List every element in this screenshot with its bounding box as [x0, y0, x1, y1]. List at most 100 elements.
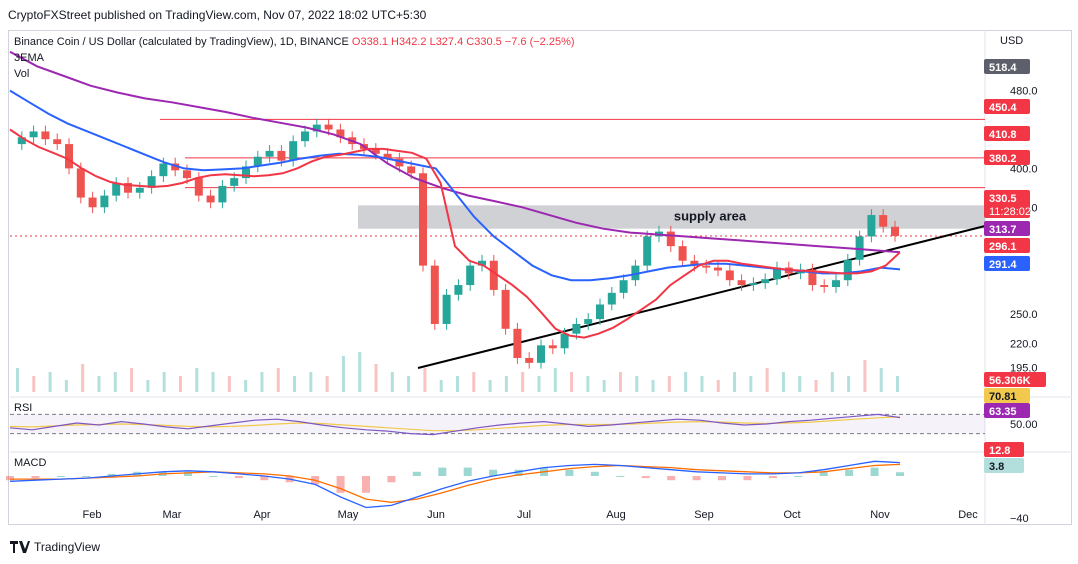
macd-histogram-bar — [362, 476, 370, 493]
candle-body — [76, 168, 85, 198]
candle-body — [596, 304, 604, 320]
candle-body — [678, 246, 687, 261]
candle-body — [324, 124, 333, 130]
candle-body — [725, 270, 734, 281]
volume-bar — [439, 380, 443, 392]
candle-body — [194, 178, 203, 196]
macd-histogram-bar — [260, 476, 269, 481]
candle-body — [230, 178, 239, 186]
candle-body — [548, 345, 557, 349]
candle-body — [501, 289, 510, 329]
rsi-line — [9, 413, 901, 436]
volume-bar — [162, 372, 166, 392]
ema-fast-line — [9, 128, 901, 339]
macd-histogram-bar — [234, 476, 243, 479]
candle-body — [336, 129, 345, 138]
macd-histogram-bar — [616, 476, 625, 477]
x-tick-label: Dec — [958, 509, 978, 521]
price-badge-value: 313.7 — [989, 224, 1017, 236]
price-badge — [984, 238, 1030, 253]
candle-body — [17, 137, 26, 145]
candle-body — [383, 153, 392, 159]
volume-bar — [341, 356, 345, 392]
volume-bar — [488, 380, 492, 392]
macd-histogram-bar — [718, 476, 726, 481]
candle-body — [702, 265, 711, 268]
candle-body — [584, 319, 593, 324]
candle-body — [265, 150, 274, 157]
supply-area-box — [358, 205, 985, 229]
rsi-badge — [984, 403, 1030, 418]
legend-symbol: Binance Coin / US Dollar (calculated by … — [14, 36, 349, 48]
chart-legend: Binance Coin / US Dollar (calculated by … — [14, 36, 575, 48]
publisher-line: CryptoFXStreet published on TradingView.… — [8, 8, 427, 22]
volume-bar — [814, 380, 818, 392]
macd-histogram-bar — [209, 476, 218, 477]
volume-bar — [113, 372, 117, 392]
candle-body — [643, 236, 652, 266]
macd-histogram-bar — [514, 469, 523, 476]
candle-body — [430, 265, 439, 324]
volume-bar — [602, 380, 606, 392]
macd-histogram-bar — [107, 473, 116, 476]
candle-body — [666, 231, 675, 247]
x-tick-label: Apr — [253, 509, 270, 521]
candle-body — [419, 173, 427, 266]
macd-histogram-bar — [667, 476, 676, 481]
candle-body — [159, 163, 168, 177]
macd-badge-value: 3.8 — [989, 461, 1004, 473]
candle-body — [891, 226, 899, 236]
candle-body — [395, 158, 404, 167]
legend-ema: 3EMA — [14, 52, 44, 64]
candle-body — [253, 156, 262, 167]
volume-bar — [276, 368, 280, 392]
candle-body — [619, 280, 628, 293]
price-badge — [984, 126, 1030, 141]
volume-bar — [260, 372, 264, 392]
candle-body — [206, 195, 215, 203]
volume-bar — [178, 376, 182, 392]
candle-body — [489, 260, 498, 290]
candle-body — [631, 265, 640, 281]
macd-y-tick: −40 — [1010, 513, 1029, 525]
candle-body — [124, 182, 132, 193]
macd-histogram-bar — [565, 469, 574, 476]
volume-bar — [97, 376, 101, 392]
price-badge-value: 518.4 — [989, 62, 1017, 74]
candle-body — [277, 150, 286, 161]
footer-brand[interactable]: TradingView — [10, 540, 100, 554]
candle-body — [442, 294, 451, 324]
price-badge-value: 56.306K — [989, 375, 1031, 387]
volume-bar — [227, 376, 231, 392]
macd-histogram-bar — [794, 476, 803, 477]
volume-bar — [521, 372, 525, 392]
volume-bar — [48, 372, 52, 392]
x-tick-label: Aug — [606, 509, 626, 521]
macd-histogram-bar — [489, 469, 498, 476]
volume-bar — [733, 372, 737, 392]
volume-bar — [293, 376, 297, 392]
macd-histogram-bar — [743, 476, 752, 481]
candle-body — [690, 260, 699, 266]
candle-body — [242, 166, 250, 179]
macd-histogram-bar — [387, 476, 396, 483]
rsi-band — [10, 414, 985, 434]
x-tick-label: Jul — [517, 509, 531, 521]
candle-body — [478, 260, 486, 266]
volume-bar — [81, 364, 85, 392]
candle-body — [820, 285, 829, 287]
volume-bar — [781, 372, 785, 392]
tradingview-logo-icon — [10, 541, 30, 553]
chart-frame — [8, 30, 1072, 525]
rsi-badge-value: 63.35 — [989, 406, 1017, 418]
volume-bar — [146, 380, 150, 392]
rsi-badge-value: 70.81 — [989, 391, 1017, 403]
candle-body — [289, 141, 298, 161]
volume-bar — [651, 380, 655, 392]
candle-body — [41, 131, 50, 140]
price-badge-countdown: 11:28:02 — [989, 206, 1031, 218]
candle-body — [29, 131, 38, 138]
volume-bar — [716, 380, 720, 392]
y-tick-label: 195.0 — [1010, 363, 1038, 375]
